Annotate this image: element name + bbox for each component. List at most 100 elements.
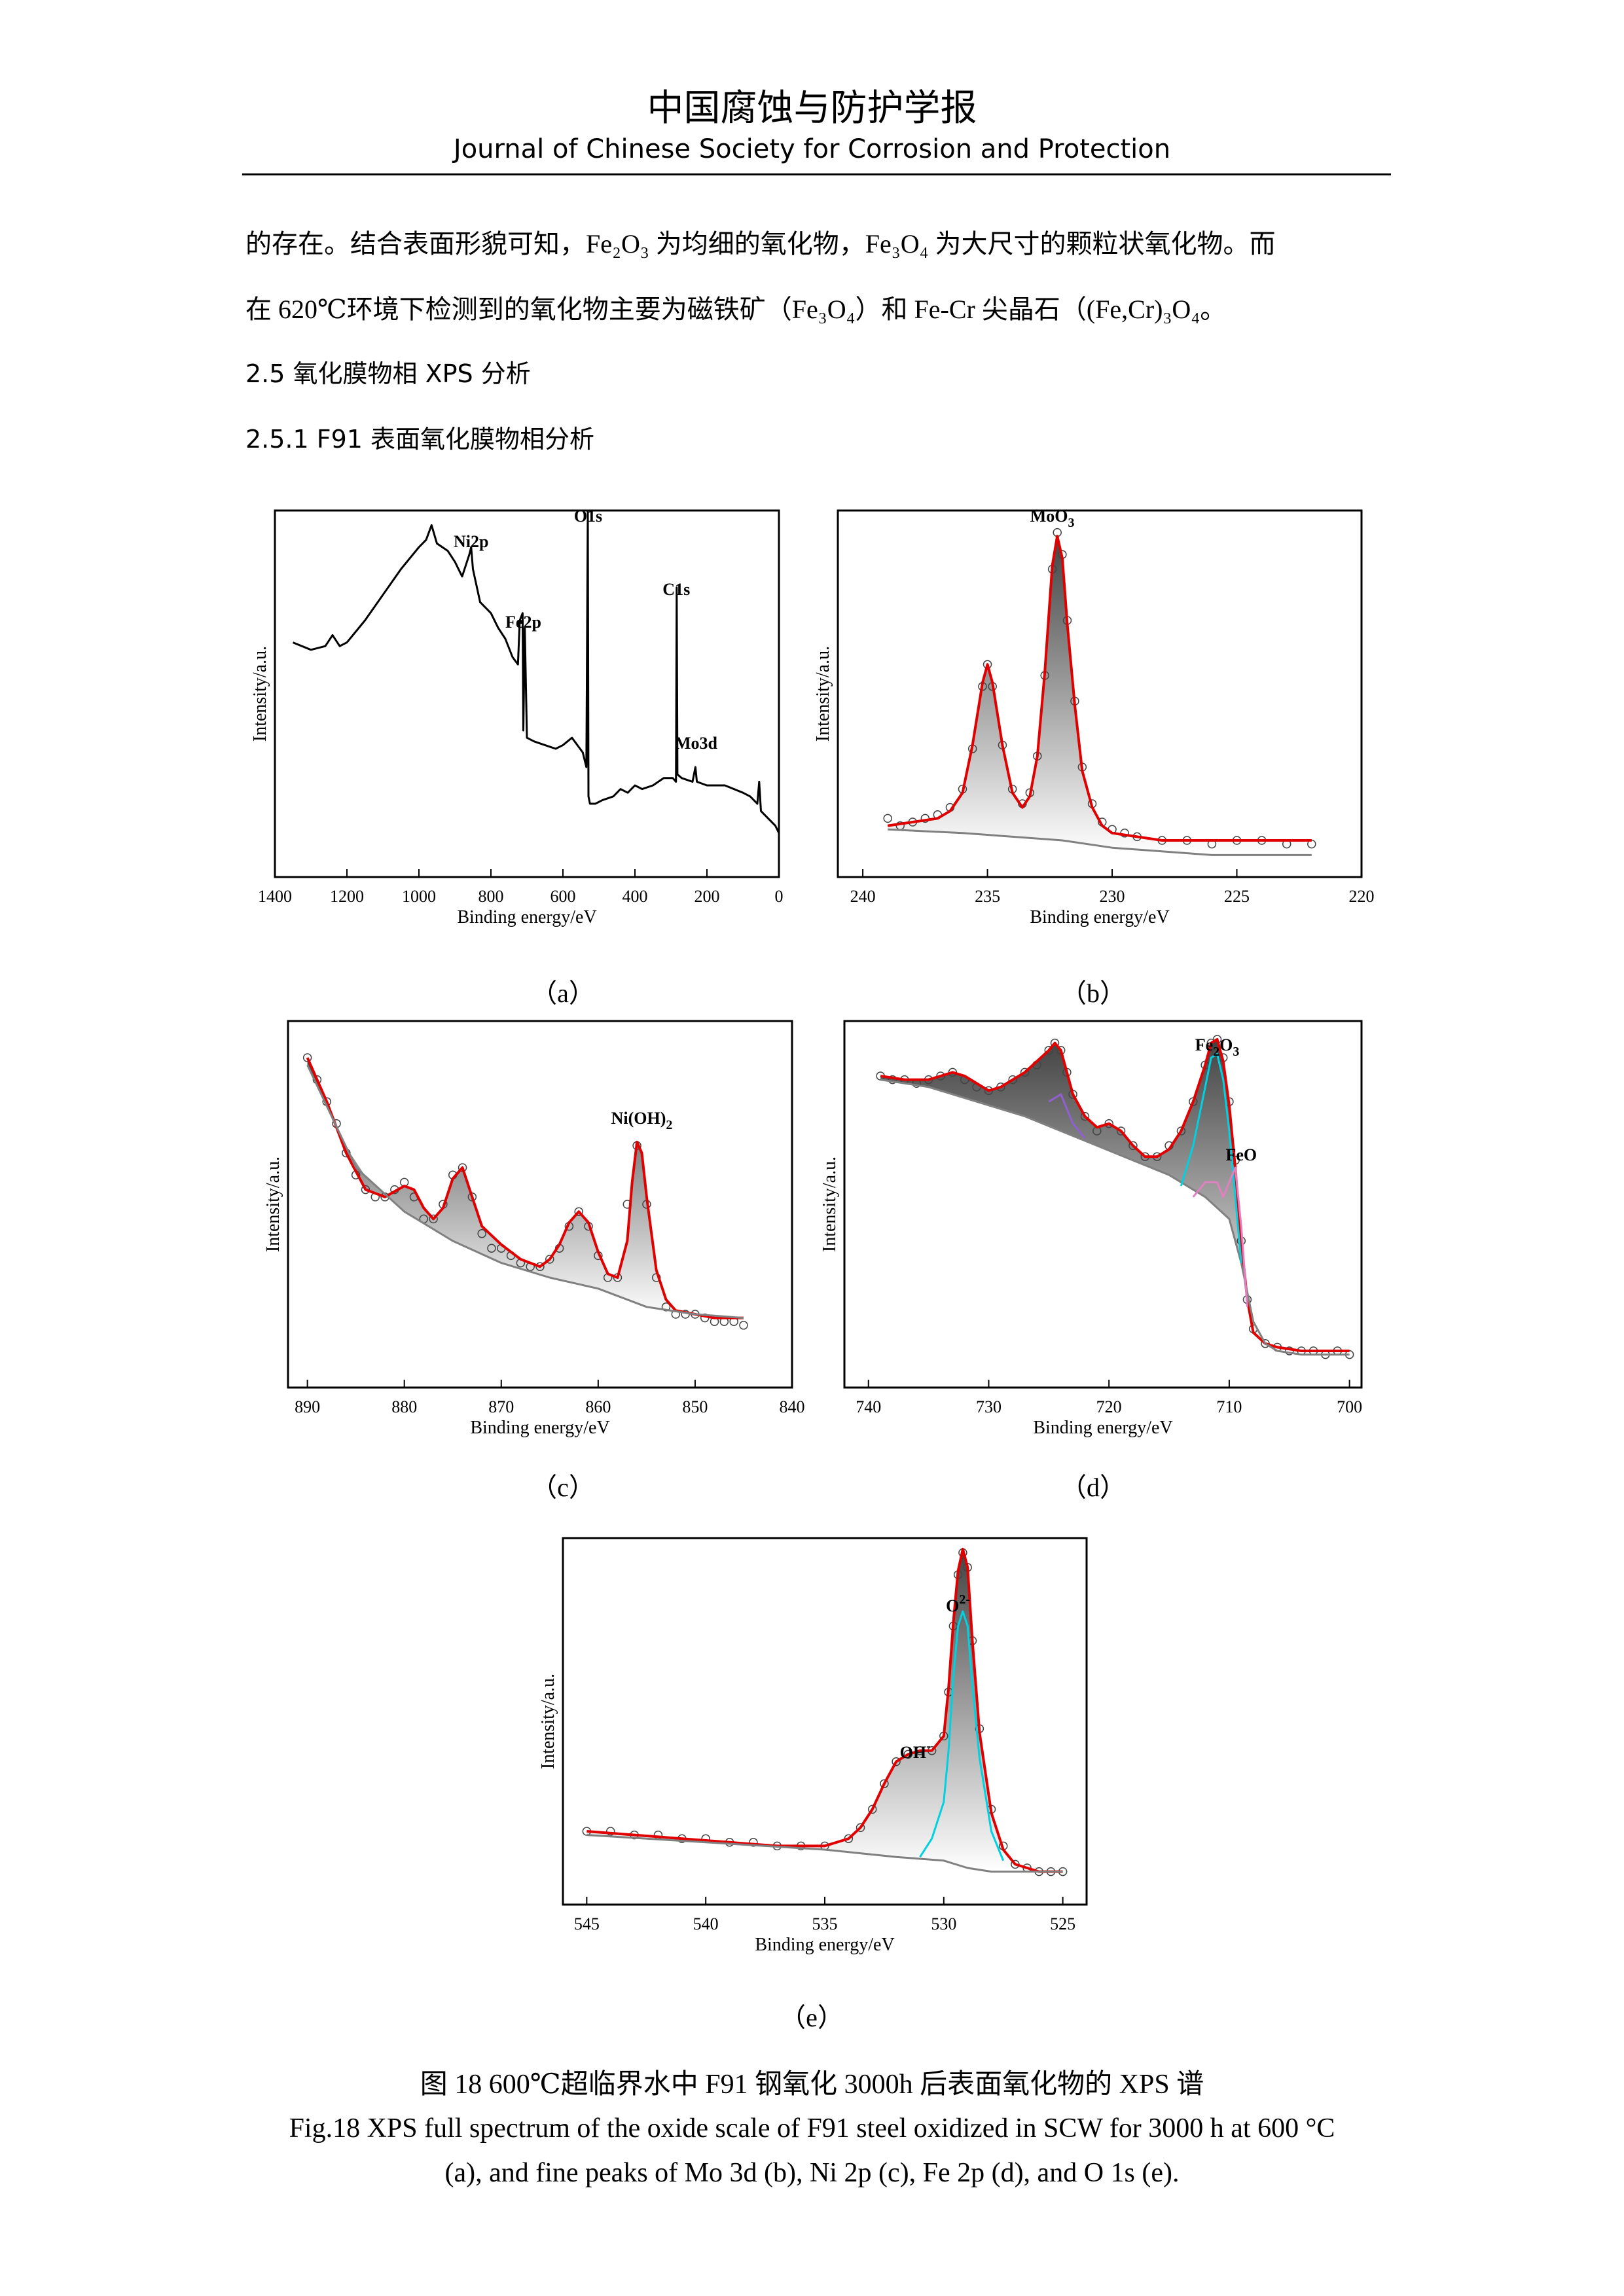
peak-label: Fe2p: [505, 613, 541, 632]
plot-frame: [843, 1020, 1363, 1389]
plot-frame: [274, 509, 780, 878]
chart-c-group: 890 880 870 860 850 840 Binding energy/eV Inten…: [263, 1020, 805, 1438]
series-line-line: [292, 509, 780, 834]
data-point: [545, 1255, 554, 1264]
chart-panel-c: 890 880 870 860 850 840 Binding energy/eV Inten…: [249, 1008, 812, 1453]
x-axis-title: Binding energy/eV: [755, 1935, 894, 1955]
x-tick-label: 870: [488, 1397, 514, 1416]
body-paragraph-line-2: 在 620℃环境下检测到的氧化物主要为磁铁矿（Fe₃O₄）和 Fe-Cr 尖晶石…: [245, 295, 1227, 324]
peak-label: MoO3: [1030, 507, 1075, 530]
x-tick-label: 540: [693, 1914, 719, 1933]
series-line-background: [888, 828, 1312, 856]
x-tick-label: 235: [975, 887, 1000, 906]
data-points-b: [883, 528, 1316, 849]
data-point: [1020, 1067, 1030, 1077]
x-tick-label: 840: [780, 1397, 805, 1416]
chart-svg-e: 545 540 535 530 525 Binding energy/eV Intensit…: [538, 1537, 1088, 1955]
peak-label: Ni(OH)2: [611, 1109, 673, 1132]
x-tick-label: 400: [623, 887, 648, 906]
peak-shading-area: [888, 536, 1312, 855]
x-tick-label: 225: [1224, 887, 1250, 906]
x-tick-label: 0: [775, 887, 784, 906]
x-tick-label: 600: [550, 887, 576, 906]
data-point: [535, 1262, 545, 1271]
x-tick-label: 800: [478, 887, 504, 906]
data-point: [749, 1838, 758, 1847]
peak-label: Mo3d: [675, 734, 718, 753]
x-tick-label: 1200: [330, 887, 364, 906]
chart-panel-a: 1400 1200 1000 800 600 400 200 0 Binding energy/…: [242, 497, 818, 956]
peak-shading-area: [307, 1058, 744, 1318]
x-tick-label: 860: [585, 1397, 611, 1416]
peak-label: FeO: [1225, 1145, 1257, 1164]
peak-shading-area: [880, 1039, 1350, 1355]
y-axis-title: Intensity/a.u.: [820, 1157, 840, 1252]
data-point: [1128, 1141, 1138, 1151]
plot-frame: [287, 1020, 793, 1389]
chart-panel-e: 545 540 535 530 525 Binding energy/eV Intensit…: [537, 1525, 1113, 1983]
data-point: [429, 1214, 438, 1224]
peak-label: C1s: [662, 580, 690, 599]
data-point: [867, 1804, 877, 1814]
series-line-fit: [887, 535, 1312, 842]
data-point: [1008, 1075, 1017, 1085]
data-point: [1307, 839, 1316, 849]
peak-shading-area: [586, 1549, 1063, 1872]
x-tick-label: 700: [1337, 1397, 1362, 1416]
data-point: [302, 1053, 312, 1062]
chart-svg-c: 890 880 870 860 850 840 Binding energy/eV Inten…: [263, 1020, 805, 1438]
figure-caption-cn: 图 18 600℃超临界水中 F91 钢氧化 3000h 后表面氧化物的 XPS…: [420, 2070, 1204, 2100]
y-axis-title: Intensity/a.u.: [250, 646, 270, 742]
chart-b-group: 240 235 230 225 220 Binding energy/eV Intensit…: [813, 507, 1375, 927]
data-point: [1116, 1126, 1126, 1136]
series-line-fit: [586, 1547, 1063, 1873]
x-tick-label: 730: [976, 1397, 1001, 1416]
data-point: [661, 1302, 671, 1312]
data-point: [605, 1827, 615, 1836]
series-line-component-satellite: [1048, 1093, 1086, 1139]
data-point: [1176, 1126, 1186, 1136]
chart-e-group: 545 540 535 530 525 Binding energy/eV Intensit…: [538, 1537, 1088, 1955]
peak-label: O1s: [574, 507, 602, 526]
x-tick-label: 545: [574, 1914, 600, 1933]
series-line-component-o2: [919, 1610, 1005, 1861]
series-line-component-feo: [1192, 1166, 1248, 1307]
x-tick-label: 740: [856, 1397, 881, 1416]
x-tick-label: 220: [1349, 887, 1375, 906]
data-point: [361, 1185, 370, 1194]
data-point: [1080, 1111, 1090, 1121]
section-heading-2-5: 2.5 氧化膜物相 XPS 分析: [245, 359, 531, 388]
x-axis-title: Binding energy/eV: [1030, 907, 1169, 927]
x-tick-label: 230: [1100, 887, 1125, 906]
subfigure-label-c: （c）: [531, 1473, 595, 1502]
series-line-background: [880, 1079, 1350, 1356]
peak-label: OH-: [900, 1739, 931, 1762]
series-line-background: [586, 1834, 1063, 1873]
plot-frame: [837, 509, 1363, 878]
subsection-heading-2-5-1: 2.5.1 F91 表面氧化膜物相分析: [245, 425, 595, 454]
x-tick-label: 530: [931, 1914, 956, 1933]
data-point: [1044, 1046, 1054, 1055]
data-point: [574, 1207, 583, 1216]
peak-label: Fe2O3: [1195, 1035, 1240, 1059]
chart-panel-b: 240 235 230 225 220 Binding energy/eV Intensit…: [813, 497, 1394, 956]
x-axis-title: Binding energy/eV: [457, 907, 596, 927]
figure-caption-en-line-2: (a), and fine peaks of Mo 3d (b), Ni 2p …: [444, 2158, 1180, 2188]
chart-svg-d: 740 730 720 710 700 Binding energy/eV Intensit…: [820, 1020, 1363, 1438]
chart-panel-d: 740 730 720 710 700 Binding energy/eV Intensit…: [812, 1008, 1388, 1453]
series-line-fit: [306, 1057, 744, 1319]
chart-d-group: 740 730 720 710 700 Binding energy/eV Intensit…: [820, 1020, 1363, 1438]
y-axis-title: Intensity/a.u.: [263, 1157, 283, 1252]
x-tick-label: 720: [1096, 1397, 1122, 1416]
x-tick-label: 890: [295, 1397, 320, 1416]
header-divider: [242, 173, 1391, 175]
data-point: [1050, 1038, 1060, 1048]
data-point: [856, 1823, 865, 1833]
x-tick-label: 525: [1050, 1914, 1075, 1933]
journal-title-en: Journal of Chinese Society for Corrosion…: [453, 134, 1171, 164]
x-tick-label: 535: [812, 1914, 838, 1933]
data-point: [487, 1244, 496, 1253]
chart-svg-a: 1400 1200 1000 800 600 400 200 0 Binding energy/…: [250, 507, 784, 927]
chart-svg-b: 240 235 230 225 220 Binding energy/eV Intensit…: [813, 507, 1375, 927]
x-tick-label: 200: [695, 887, 720, 906]
